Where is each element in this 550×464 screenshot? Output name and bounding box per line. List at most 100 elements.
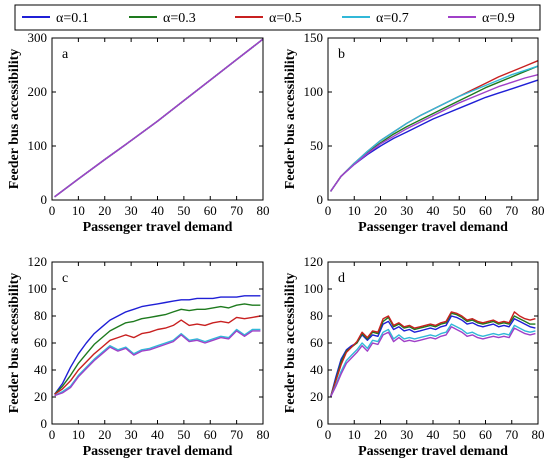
y-tick-label: 0 [317, 416, 324, 431]
x-tick-label: 60 [204, 203, 217, 218]
x-tick-label: 20 [374, 203, 387, 218]
series-line-b-2 [330, 60, 539, 192]
series-line-b-0 [330, 79, 539, 192]
x-tick-label: 10 [348, 203, 361, 218]
series-line-c-3 [54, 328, 261, 397]
y-tick-label: 20 [34, 389, 47, 404]
legend-label-3: α=0.7 [376, 11, 409, 26]
y-tick-label: 0 [41, 192, 48, 207]
x-tick-label: 40 [427, 427, 440, 442]
x-tick-label: 20 [374, 427, 387, 442]
series-line-c-2 [54, 315, 261, 395]
series-line-b-4 [330, 74, 539, 192]
x-tick-label: 10 [72, 203, 85, 218]
legend: α=0.1 α=0.3 α=0.5 α=0.7 α=0.9 [14, 4, 541, 31]
x-tick-label: 80 [257, 427, 270, 442]
panel-b: 0 10 20 30 40 50 60 70 80 0 50 100 150 b Passenger tra… [283, 30, 545, 235]
x-tick-label: 40 [427, 203, 440, 218]
panel-d: 0 10 20 30 40 50 60 70 80 0 20 40 60 80 100 120 d Passeng… [283, 254, 545, 459]
y-tick-label: 150 [304, 30, 324, 45]
series-line-b-3 [330, 65, 539, 192]
y-axis-label: Feeder bus accessibility [7, 273, 22, 414]
y-axis-label: Feeder bus accessibility [283, 273, 298, 414]
x-tick-label: 70 [505, 427, 518, 442]
panel-a: 0 10 20 30 40 50 60 70 80 0 100 200 300 a Passenger tr… [7, 30, 270, 235]
x-tick-label: 60 [204, 427, 217, 442]
x-tick-label: 60 [479, 427, 492, 442]
x-tick-label: 0 [49, 427, 56, 442]
y-axis-label: Feeder bus accessibility [7, 49, 22, 190]
legend-label-0: α=0.1 [56, 11, 89, 26]
y-tick-label: 40 [34, 362, 47, 377]
series-line-d-0 [329, 315, 536, 398]
y-axis-label: Feeder bus accessibility [283, 49, 298, 190]
axes-box-c [51, 261, 264, 425]
series-line-d-3 [329, 323, 536, 398]
y-tick-label: 0 [41, 416, 48, 431]
x-tick-label: 0 [49, 203, 56, 218]
y-tick-label: 100 [304, 281, 324, 296]
x-tick-label: 20 [98, 203, 111, 218]
y-tick-label: 60 [34, 335, 47, 350]
x-tick-label: 50 [177, 203, 190, 218]
y-tick-label: 100 [28, 138, 48, 153]
x-tick-label: 50 [177, 427, 190, 442]
x-tick-label: 10 [72, 427, 85, 442]
x-tick-label: 70 [230, 203, 243, 218]
y-tick-label: 20 [310, 389, 323, 404]
y-tick-label: 0 [317, 192, 324, 207]
series-line-c-4 [54, 330, 261, 397]
x-tick-label: 40 [151, 203, 164, 218]
panel-c: 0 10 20 30 40 50 60 70 80 0 20 40 60 80 100 120 c Passeng… [7, 254, 270, 459]
panel-letter: d [338, 271, 345, 286]
y-tick-label: 80 [310, 308, 323, 323]
x-tick-label: 80 [532, 203, 545, 218]
x-tick-label: 30 [125, 427, 138, 442]
y-tick-label: 80 [34, 308, 47, 323]
y-tick-label: 50 [310, 138, 323, 153]
axes-box-d [327, 261, 539, 425]
x-tick-label: 50 [453, 203, 466, 218]
x-tick-label: 60 [479, 203, 492, 218]
x-tick-label: 80 [532, 427, 545, 442]
x-axis-label: Passenger travel demand [83, 444, 233, 459]
y-tick-label: 120 [304, 254, 324, 269]
x-tick-label: 10 [348, 427, 361, 442]
y-tick-label: 300 [28, 30, 48, 45]
legend-label-2: α=0.5 [269, 11, 302, 26]
x-tick-label: 40 [151, 427, 164, 442]
series-line-d-2 [329, 311, 536, 398]
y-tick-label: 100 [304, 84, 324, 99]
x-tick-label: 30 [125, 203, 138, 218]
series-line-b-1 [330, 65, 539, 192]
legend-label-4: α=0.9 [482, 11, 515, 26]
x-tick-label: 0 [325, 427, 332, 442]
series-line-d-4 [329, 326, 536, 398]
y-tick-label: 100 [28, 281, 48, 296]
x-tick-label: 70 [505, 203, 518, 218]
x-tick-label: 0 [325, 203, 332, 218]
x-tick-label: 20 [98, 427, 111, 442]
x-tick-label: 50 [453, 427, 466, 442]
y-tick-label: 40 [310, 362, 323, 377]
x-tick-label: 70 [230, 427, 243, 442]
x-axis-label: Passenger travel demand [358, 220, 508, 235]
y-tick-label: 60 [310, 335, 323, 350]
x-axis-label: Passenger travel demand [358, 444, 508, 459]
panel-letter: a [62, 47, 69, 62]
series-line-c-1 [54, 303, 261, 395]
x-tick-label: 30 [400, 203, 413, 218]
x-tick-label: 30 [400, 427, 413, 442]
y-tick-label: 120 [28, 254, 48, 269]
panel-letter: c [62, 271, 68, 286]
legend-label-1: α=0.3 [163, 11, 196, 26]
series-line-d-1 [329, 312, 536, 398]
panel-letter: b [338, 47, 345, 62]
series-line-a-4 [54, 38, 264, 198]
y-tick-label: 200 [28, 84, 48, 99]
series-line-c-0 [54, 295, 261, 395]
x-tick-label: 80 [257, 203, 270, 218]
x-axis-label: Passenger travel demand [83, 220, 233, 235]
